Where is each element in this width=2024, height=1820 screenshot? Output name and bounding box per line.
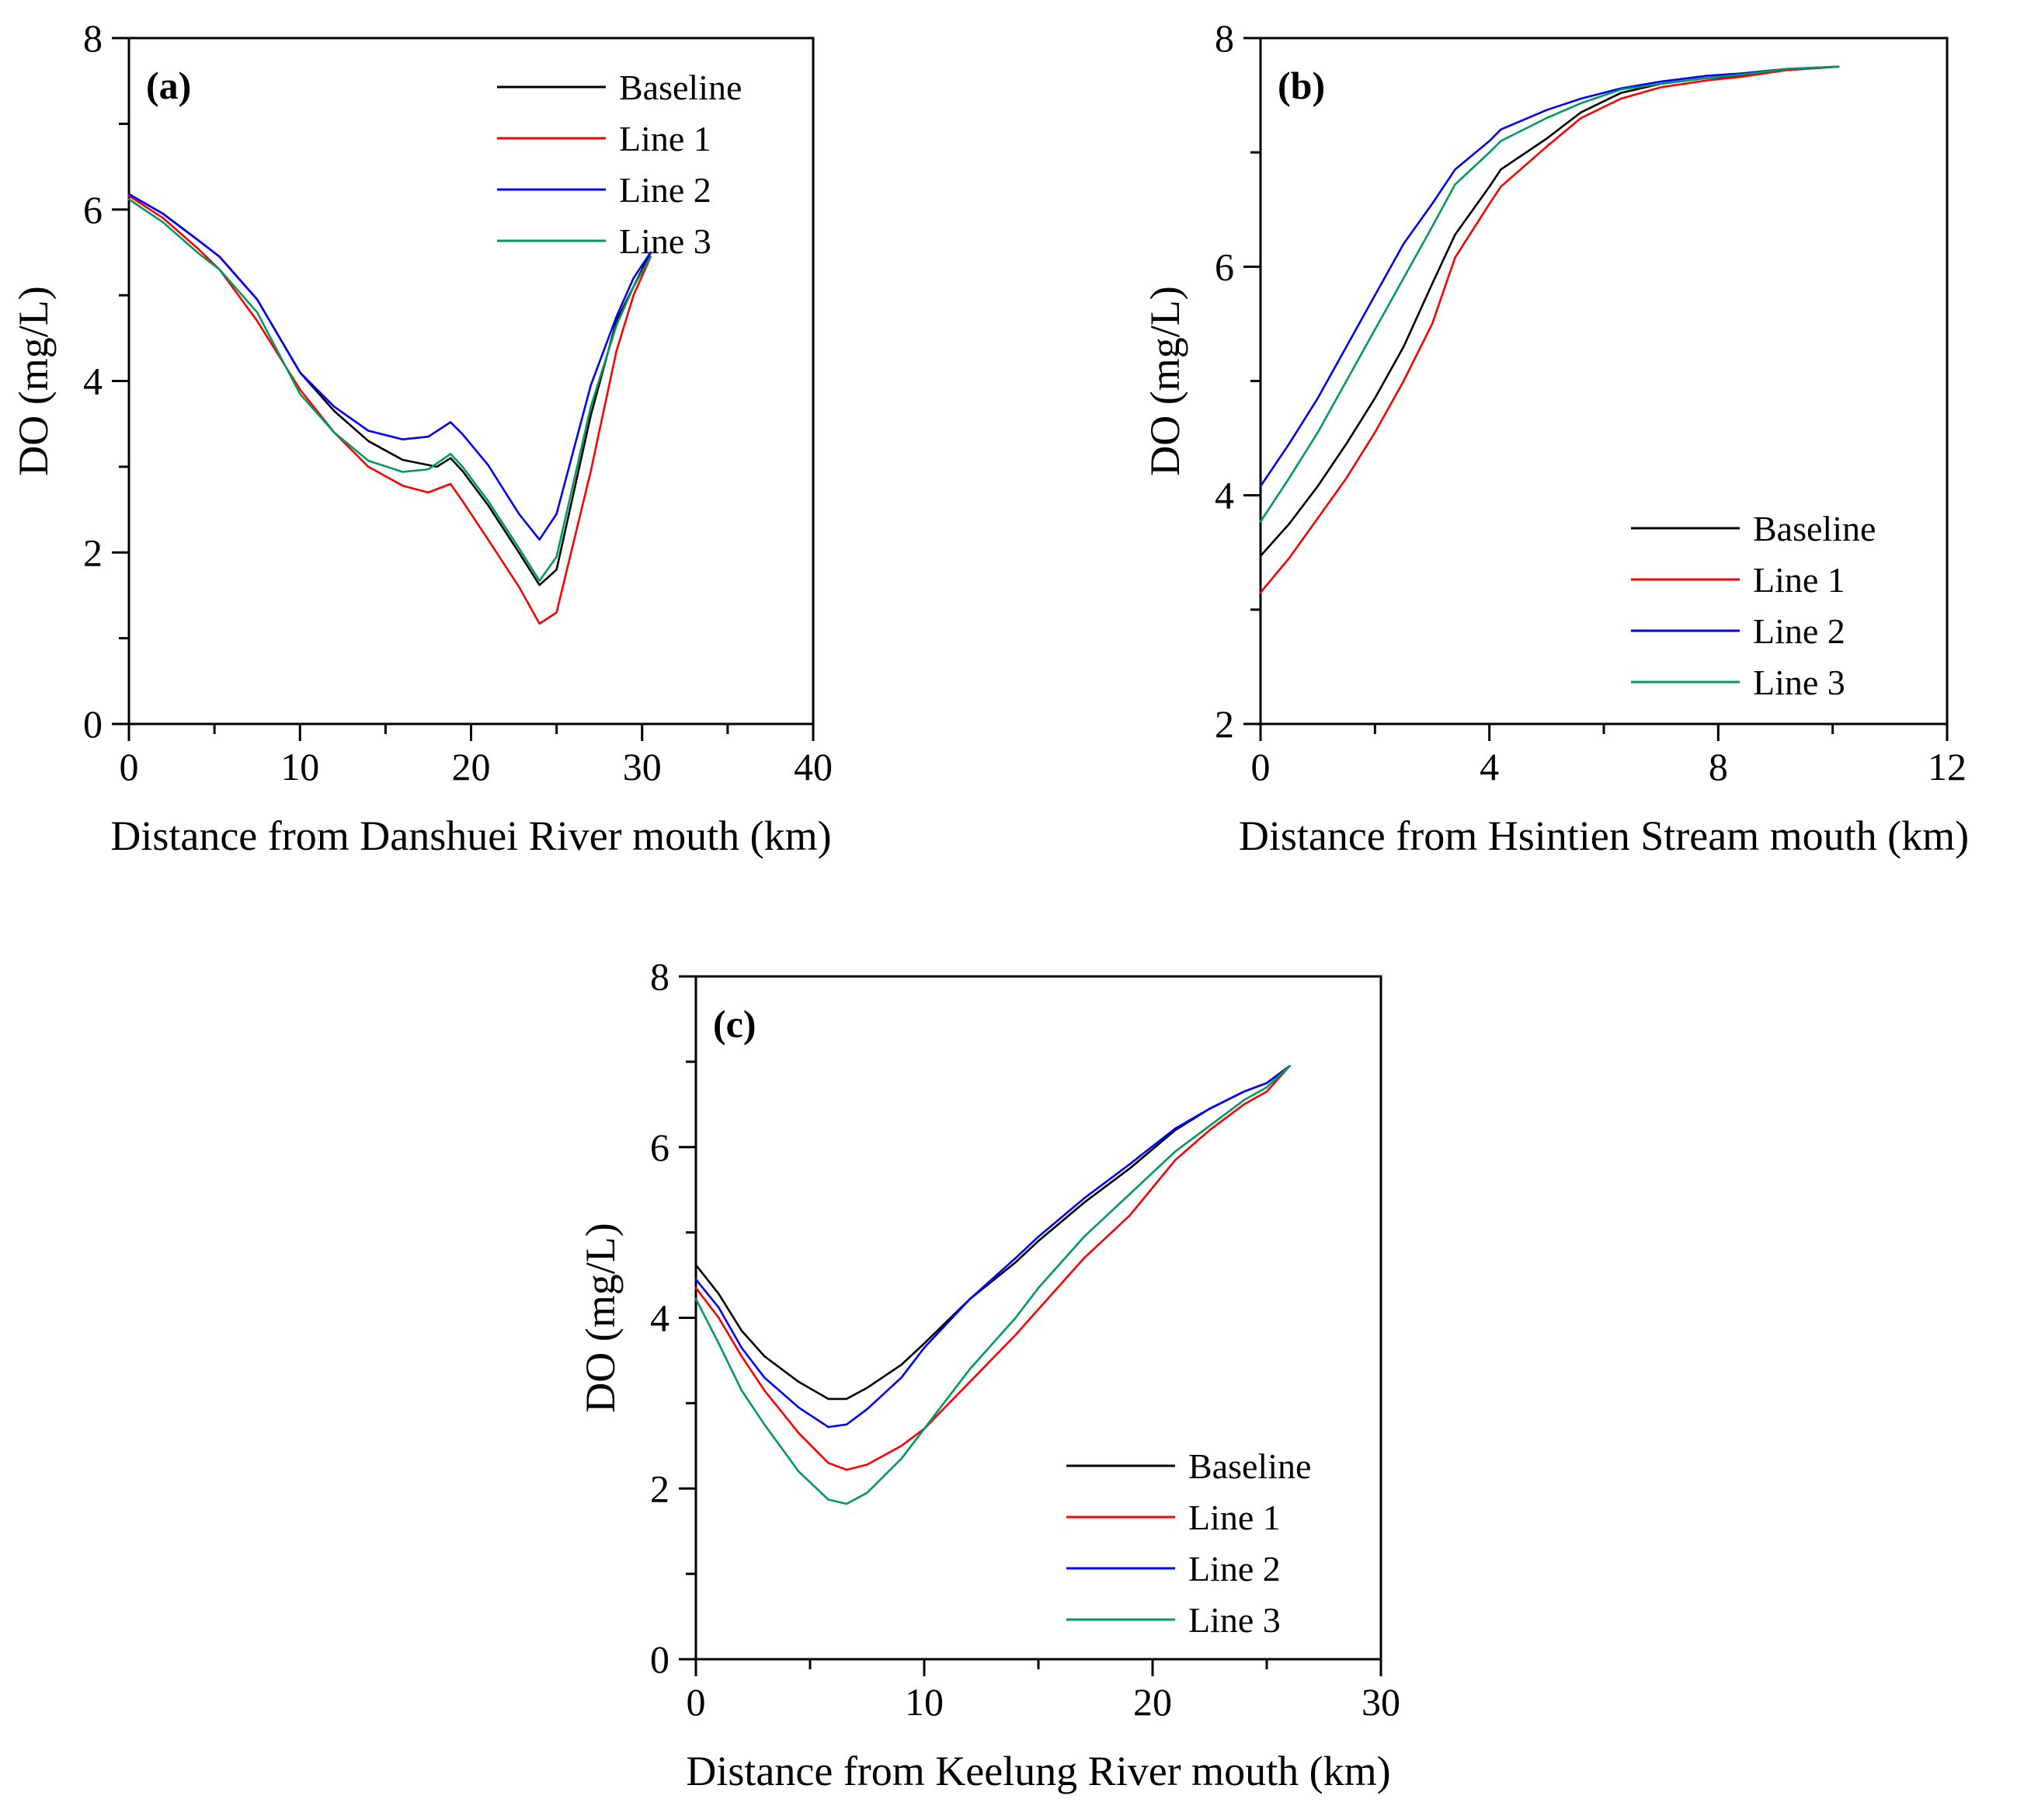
y-tick-label: 6 bbox=[650, 1126, 669, 1169]
series-line-line-3 bbox=[694, 1065, 1291, 1505]
x-tick-label: 20 bbox=[1133, 1680, 1172, 1724]
x-tick-label: 8 bbox=[1709, 745, 1728, 788]
series-line-line-1 bbox=[1259, 65, 1840, 594]
x-axis-title: Distance from Danshuei River mouth (km) bbox=[110, 813, 831, 859]
panel-a: 0 10 20 30 40 0 2 4 6 8 Distance from Danshuei Riv… bbox=[10, 16, 833, 859]
legend-label: Line 1 bbox=[619, 119, 711, 158]
legend: Baseline Line 1 Line 2 Line 3 bbox=[1631, 509, 1876, 702]
panel-tag: (c) bbox=[713, 1002, 756, 1046]
y-tick-label: 2 bbox=[83, 531, 103, 574]
x-tick-label: 20 bbox=[452, 745, 491, 788]
x-tick-label: 10 bbox=[905, 1680, 944, 1724]
x-tick-label: 4 bbox=[1480, 745, 1499, 788]
x-axis-title: Distance from Hsintien Stream mouth (km) bbox=[1239, 813, 1969, 859]
series-line-baseline bbox=[127, 193, 652, 586]
series-line-line-3 bbox=[1259, 65, 1840, 523]
y-tick-label: 8 bbox=[83, 16, 103, 60]
series-line-line-2 bbox=[127, 193, 652, 541]
x-tick-label: 0 bbox=[1251, 745, 1271, 788]
series-line-line-2 bbox=[1259, 65, 1840, 488]
y-axis-title: DO (mg/L) bbox=[10, 286, 57, 475]
legend-label: Line 3 bbox=[1188, 1600, 1281, 1640]
y-axis-title: DO (mg/L) bbox=[577, 1223, 624, 1412]
legend-label: Line 2 bbox=[619, 170, 711, 210]
panel-tag: (a) bbox=[146, 64, 191, 107]
y-tick-label: 4 bbox=[1215, 474, 1234, 517]
x-tick-label: 30 bbox=[1362, 1680, 1400, 1724]
panel-b: 0 4 8 12 2 4 6 8 Distance from Hsintien Stream m… bbox=[1142, 16, 1969, 859]
y-tick-label: 6 bbox=[1215, 245, 1234, 288]
x-axis-title: Distance from Keelung River mouth (km) bbox=[686, 1748, 1390, 1794]
legend-label: Line 1 bbox=[1188, 1498, 1281, 1537]
legend-label: Baseline bbox=[1753, 509, 1876, 548]
y-tick-label: 4 bbox=[83, 360, 103, 403]
legend-label: Baseline bbox=[1188, 1446, 1311, 1486]
panel-tag: (b) bbox=[1278, 64, 1325, 107]
legend-label: Line 2 bbox=[1188, 1549, 1281, 1589]
y-tick-label: 0 bbox=[650, 1637, 669, 1681]
series-line-line-2 bbox=[694, 1065, 1291, 1429]
panel-c: 0 10 20 30 0 2 4 6 8 Distance from Keelung River … bbox=[577, 955, 1400, 1794]
y-tick-label: 8 bbox=[650, 955, 669, 998]
series-line-line-1 bbox=[694, 1065, 1291, 1471]
series-line-baseline bbox=[694, 1065, 1291, 1401]
x-tick-label: 0 bbox=[687, 1680, 706, 1724]
legend-label: Baseline bbox=[619, 68, 742, 107]
legend-label: Line 1 bbox=[1753, 560, 1845, 600]
legend-label: Line 3 bbox=[619, 221, 711, 261]
legend: Baseline Line 1 Line 2 Line 3 bbox=[497, 68, 742, 261]
x-tick-label: 12 bbox=[1928, 745, 1967, 788]
x-tick-label: 30 bbox=[623, 745, 662, 788]
y-tick-label: 4 bbox=[650, 1296, 669, 1340]
y-tick-label: 2 bbox=[650, 1467, 669, 1510]
series-line-line-3 bbox=[127, 198, 652, 583]
y-tick-label: 0 bbox=[83, 702, 103, 746]
legend-label: Line 2 bbox=[1753, 611, 1845, 651]
y-tick-label: 8 bbox=[1215, 16, 1234, 60]
y-tick-label: 6 bbox=[83, 188, 103, 231]
series-line-baseline bbox=[1259, 65, 1840, 558]
y-tick-label: 2 bbox=[1215, 702, 1234, 746]
x-tick-label: 0 bbox=[120, 745, 139, 788]
y-axis-title: DO (mg/L) bbox=[1142, 286, 1188, 475]
x-tick-label: 40 bbox=[794, 745, 833, 788]
legend-label: Line 3 bbox=[1753, 663, 1845, 702]
x-tick-label: 10 bbox=[280, 745, 319, 788]
legend: Baseline Line 1 Line 2 Line 3 bbox=[1066, 1446, 1311, 1640]
